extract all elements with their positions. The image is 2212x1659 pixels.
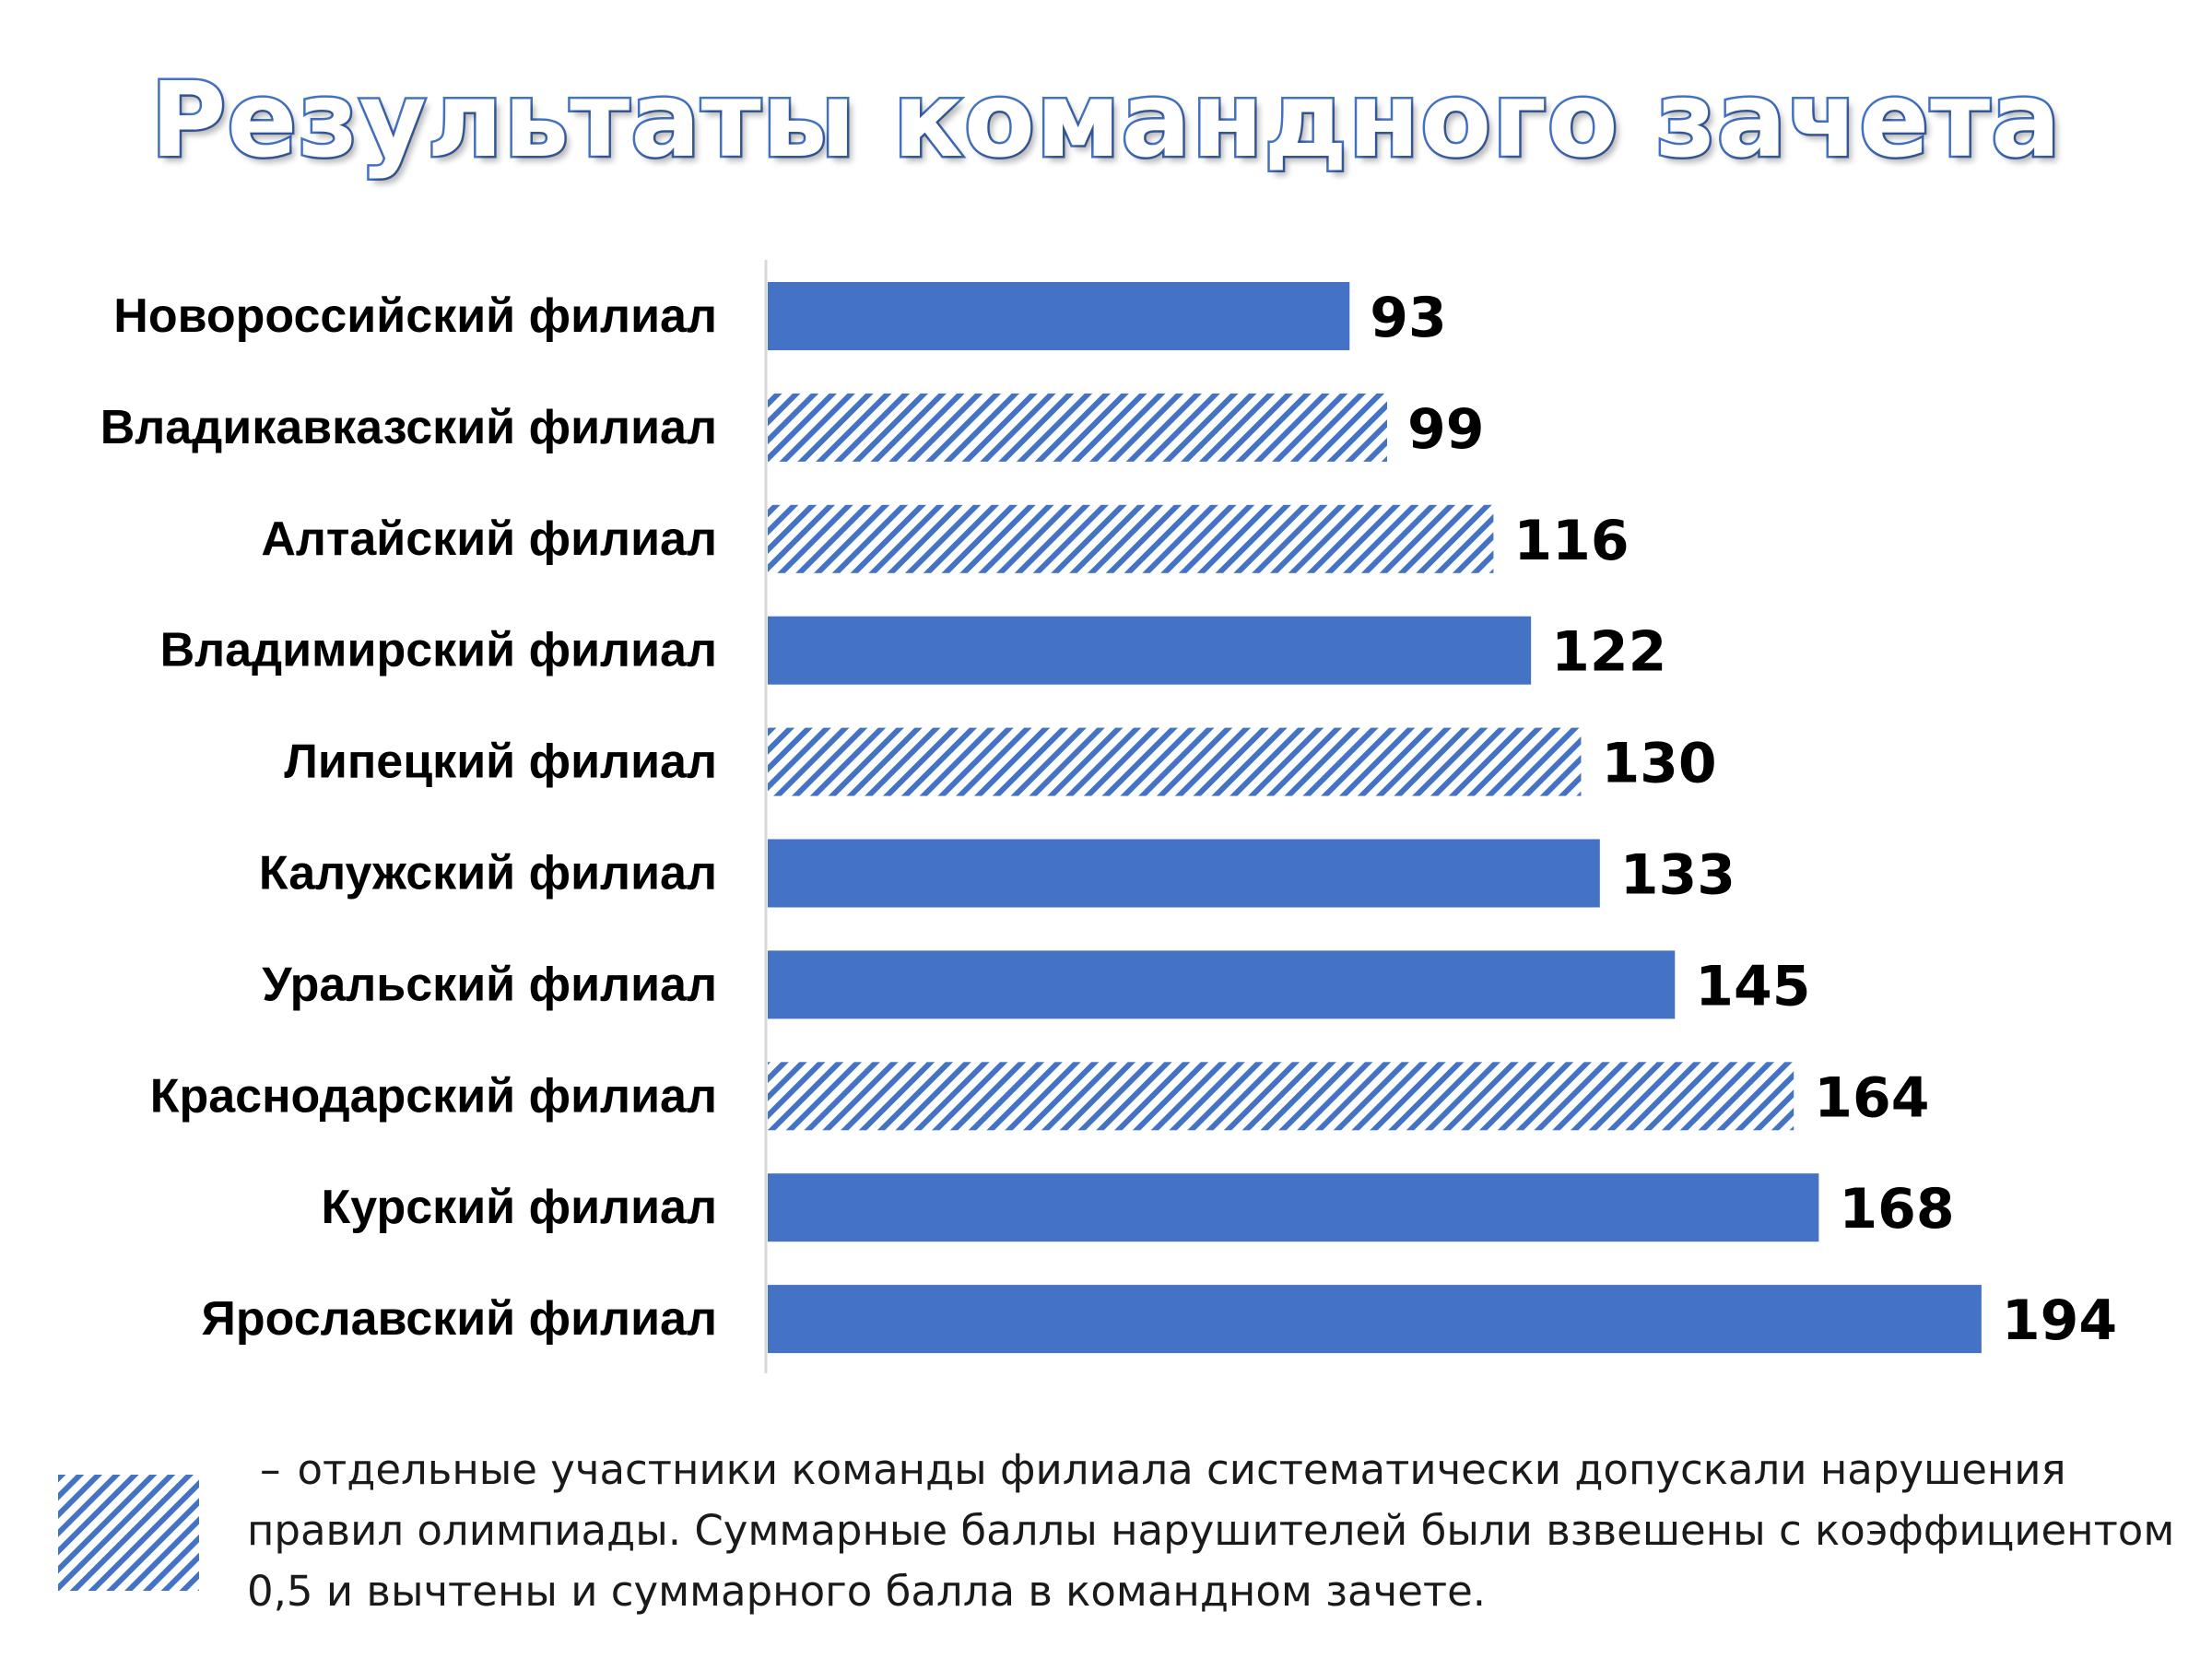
- bar-hatched: [768, 1062, 1794, 1131]
- value-label: 122: [1551, 620, 1666, 685]
- bar-hatched: [768, 504, 1494, 573]
- category-label: Краснодарский филиал: [150, 1069, 717, 1123]
- bar: [768, 616, 1532, 685]
- category-label: Курский филиал: [322, 1181, 717, 1234]
- category-label: Владикавказский филиал: [100, 401, 717, 454]
- value-label: 99: [1407, 397, 1485, 462]
- value-label: 116: [1513, 509, 1629, 573]
- bar: [768, 282, 1350, 350]
- value-label: 130: [1601, 732, 1716, 796]
- page-title: Результаты командного зачета: [148, 59, 2063, 183]
- bar-hatched: [768, 393, 1388, 462]
- value-label: 93: [1370, 286, 1447, 350]
- legend-note-text: отдельные участники команды филиала сист…: [247, 1445, 2175, 1616]
- category-label: Владимирский филиал: [160, 624, 717, 677]
- category-label: Калужский филиал: [259, 847, 717, 900]
- bar: [768, 950, 1676, 1019]
- category-label: Липецкий филиал: [284, 735, 717, 789]
- value-label: 168: [1839, 1177, 1954, 1241]
- legend-hatch-swatch: [58, 1475, 199, 1591]
- value-label: 133: [1620, 843, 1735, 908]
- legend-dash: –: [260, 1445, 281, 1494]
- bar: [768, 1173, 1819, 1242]
- category-label: Уральский филиал: [262, 958, 717, 1011]
- value-label: 194: [2002, 1288, 2117, 1353]
- value-label: 145: [1695, 954, 1810, 1018]
- bar-hatched: [768, 727, 1582, 796]
- category-label: Новороссийский филиал: [113, 289, 717, 343]
- legend-note: – отдельные участники команды филиала сис…: [247, 1440, 2210, 1622]
- bar: [768, 1285, 1982, 1354]
- category-label: Алтайский филиал: [261, 512, 717, 566]
- bar-chart: Новороссийский филиал 93 Владикавказский ф…: [100, 260, 2117, 1373]
- bar: [768, 839, 1600, 908]
- category-label: Ярославский филиал: [201, 1292, 717, 1346]
- value-label: 164: [1814, 1065, 1929, 1130]
